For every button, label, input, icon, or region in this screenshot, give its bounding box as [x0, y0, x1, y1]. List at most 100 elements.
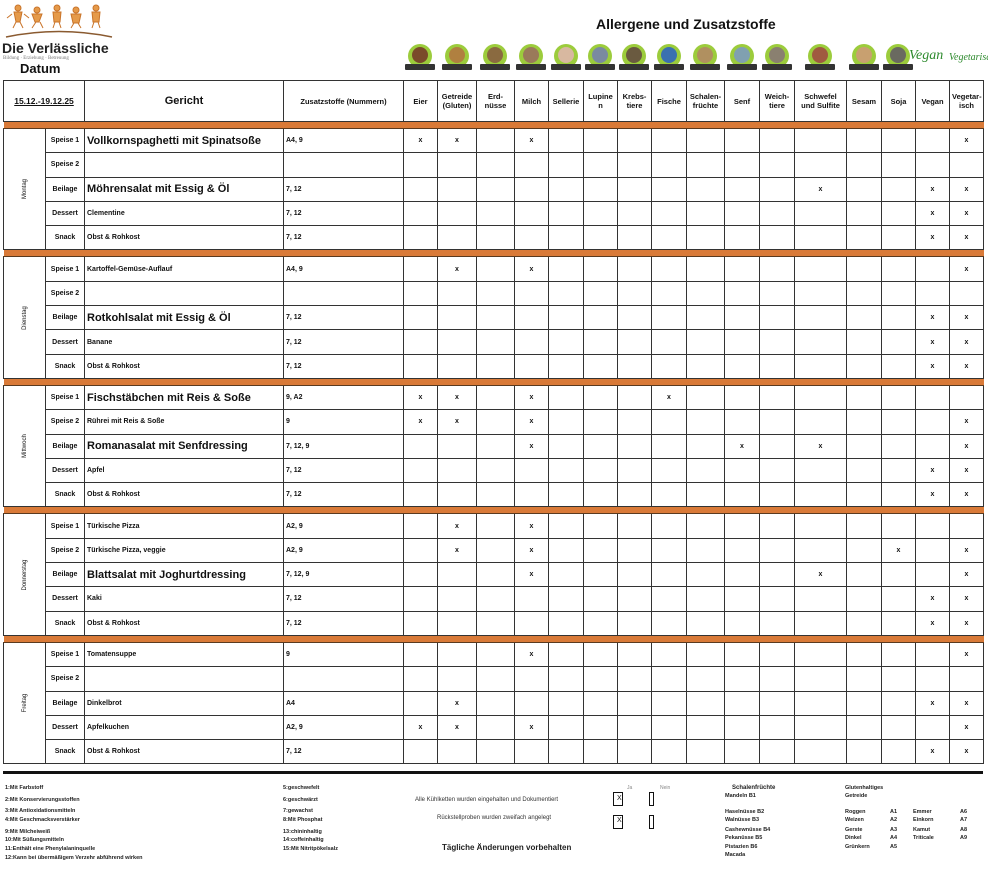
allergen-mark — [724, 329, 760, 355]
allergen-mark — [437, 641, 477, 668]
allergen-mark: x — [724, 433, 760, 459]
allergen-mark — [548, 586, 584, 612]
allergen-mark — [846, 562, 882, 588]
allergen-mark: x — [949, 610, 984, 636]
allergen-mark — [514, 200, 549, 227]
allergen-mark: x — [514, 641, 549, 668]
day-separator — [3, 121, 984, 129]
nut-item: Haselnüsse B2 — [725, 809, 765, 815]
allergen-mark — [724, 739, 760, 765]
allergen-mark: x — [915, 457, 950, 484]
allergen-mark — [476, 409, 515, 435]
allergen-mark — [915, 127, 950, 154]
allergen-mark — [846, 537, 882, 564]
allergen-mark — [846, 690, 882, 716]
allergen-mark — [403, 513, 438, 539]
allergen-mark: x — [437, 537, 477, 564]
column-header-allergen: Schwefel und Sulfite — [794, 80, 847, 122]
column-header-allergen: Fische — [651, 80, 687, 122]
gluten-name: Dinkel — [845, 835, 862, 841]
allergen-mark — [794, 537, 847, 564]
additive-item: 13:chininhaltig — [283, 829, 322, 835]
day-label: Mittwoch — [21, 434, 28, 459]
day-label: Freitag — [21, 693, 28, 713]
table-row: Snack Obst & Rohkost 7, 12 x x — [4, 610, 984, 636]
brand-name: Die Verlässliche — [2, 40, 109, 56]
allergen-mark — [403, 433, 438, 459]
allergen-mark — [686, 690, 725, 716]
allergen-mark — [583, 329, 618, 355]
allergen-mark — [617, 409, 652, 435]
allergen-mark — [686, 666, 725, 692]
additives: 7, 12 — [283, 353, 404, 379]
allergen-mark — [651, 562, 687, 588]
meal-type: Beilage — [45, 305, 85, 331]
allergen-mark — [881, 384, 916, 411]
table-row: Speise 2 — [4, 152, 984, 178]
allergen-mark — [686, 384, 725, 411]
allergen-mark — [437, 562, 477, 588]
meal-type: Speise 1 — [45, 513, 85, 539]
allergen-mark — [846, 200, 882, 227]
allergen-mark — [437, 586, 477, 612]
gluten-title: Glutenhaltiges — [845, 785, 884, 791]
allergen-mark — [476, 305, 515, 331]
brand-tagline: Bildung · Erziehung · Betreuung — [3, 56, 69, 61]
allergen-mark — [651, 641, 687, 668]
additives: 7, 12 — [283, 200, 404, 227]
day-label: Donnerstag — [21, 559, 28, 591]
allergen-mark: x — [403, 127, 438, 154]
allergen-mark — [915, 513, 950, 539]
allergen-mark — [403, 666, 438, 692]
allergen-mark — [514, 739, 549, 765]
allergen-mark: x — [437, 384, 477, 411]
column-header-allergen: Erd-nüsse — [476, 80, 515, 122]
gluten-name: Gerste — [845, 827, 863, 833]
allergen-mark — [915, 152, 950, 178]
allergen-mark — [617, 127, 652, 154]
allergen-mark — [583, 690, 618, 716]
gluten-code: A6 — [960, 809, 968, 815]
allergen-mark — [846, 482, 882, 508]
day-separator — [3, 249, 984, 258]
allergen-mark — [403, 152, 438, 178]
separator-bar — [3, 506, 984, 515]
allergen-mark — [617, 384, 652, 411]
sesame-icon — [848, 44, 879, 74]
allergen-mark: x — [915, 610, 950, 636]
allergen-mark — [651, 433, 687, 459]
allergen-mark — [794, 690, 847, 716]
allergen-mark — [724, 225, 760, 251]
allergen-mark — [915, 280, 950, 307]
allergen-mark — [548, 353, 584, 379]
allergen-mark: x — [949, 562, 984, 588]
table-row: Beilage Blattsalat mit Joghurtdressing 7, … — [4, 562, 984, 588]
table-row: Speise 2 — [4, 666, 984, 692]
allergen-mark — [403, 305, 438, 331]
nut-item: Pekanüsse B5 — [725, 835, 763, 841]
column-header-allergen: Getreide (Gluten) — [437, 80, 477, 122]
allergen-mark: x — [514, 384, 549, 411]
allergen-mark — [583, 176, 618, 202]
allergen-mark — [686, 610, 725, 636]
additives: 7, 12, 9 — [283, 562, 404, 588]
day-cell: Mittwoch — [3, 384, 46, 508]
meal-type: Snack — [45, 739, 85, 765]
allergen-mark: x — [949, 329, 984, 355]
allergen-mark — [724, 513, 760, 539]
allergen-mark — [915, 714, 950, 741]
allergen-mark — [514, 610, 549, 636]
allergen-mark — [686, 482, 725, 508]
additives — [283, 280, 404, 307]
allergen-mark — [651, 714, 687, 741]
meal-type: Speise 1 — [45, 641, 85, 668]
gluten-code: A4 — [890, 835, 898, 841]
crustaceans-icon — [619, 44, 649, 74]
allergen-mark — [437, 739, 477, 765]
allergen-mark: x — [915, 225, 950, 251]
dish-name: Kaki — [84, 586, 284, 612]
allergen-mark — [794, 305, 847, 331]
allergen-mark — [759, 353, 795, 379]
allergen-mark — [651, 353, 687, 379]
allergen-mark — [881, 482, 916, 508]
